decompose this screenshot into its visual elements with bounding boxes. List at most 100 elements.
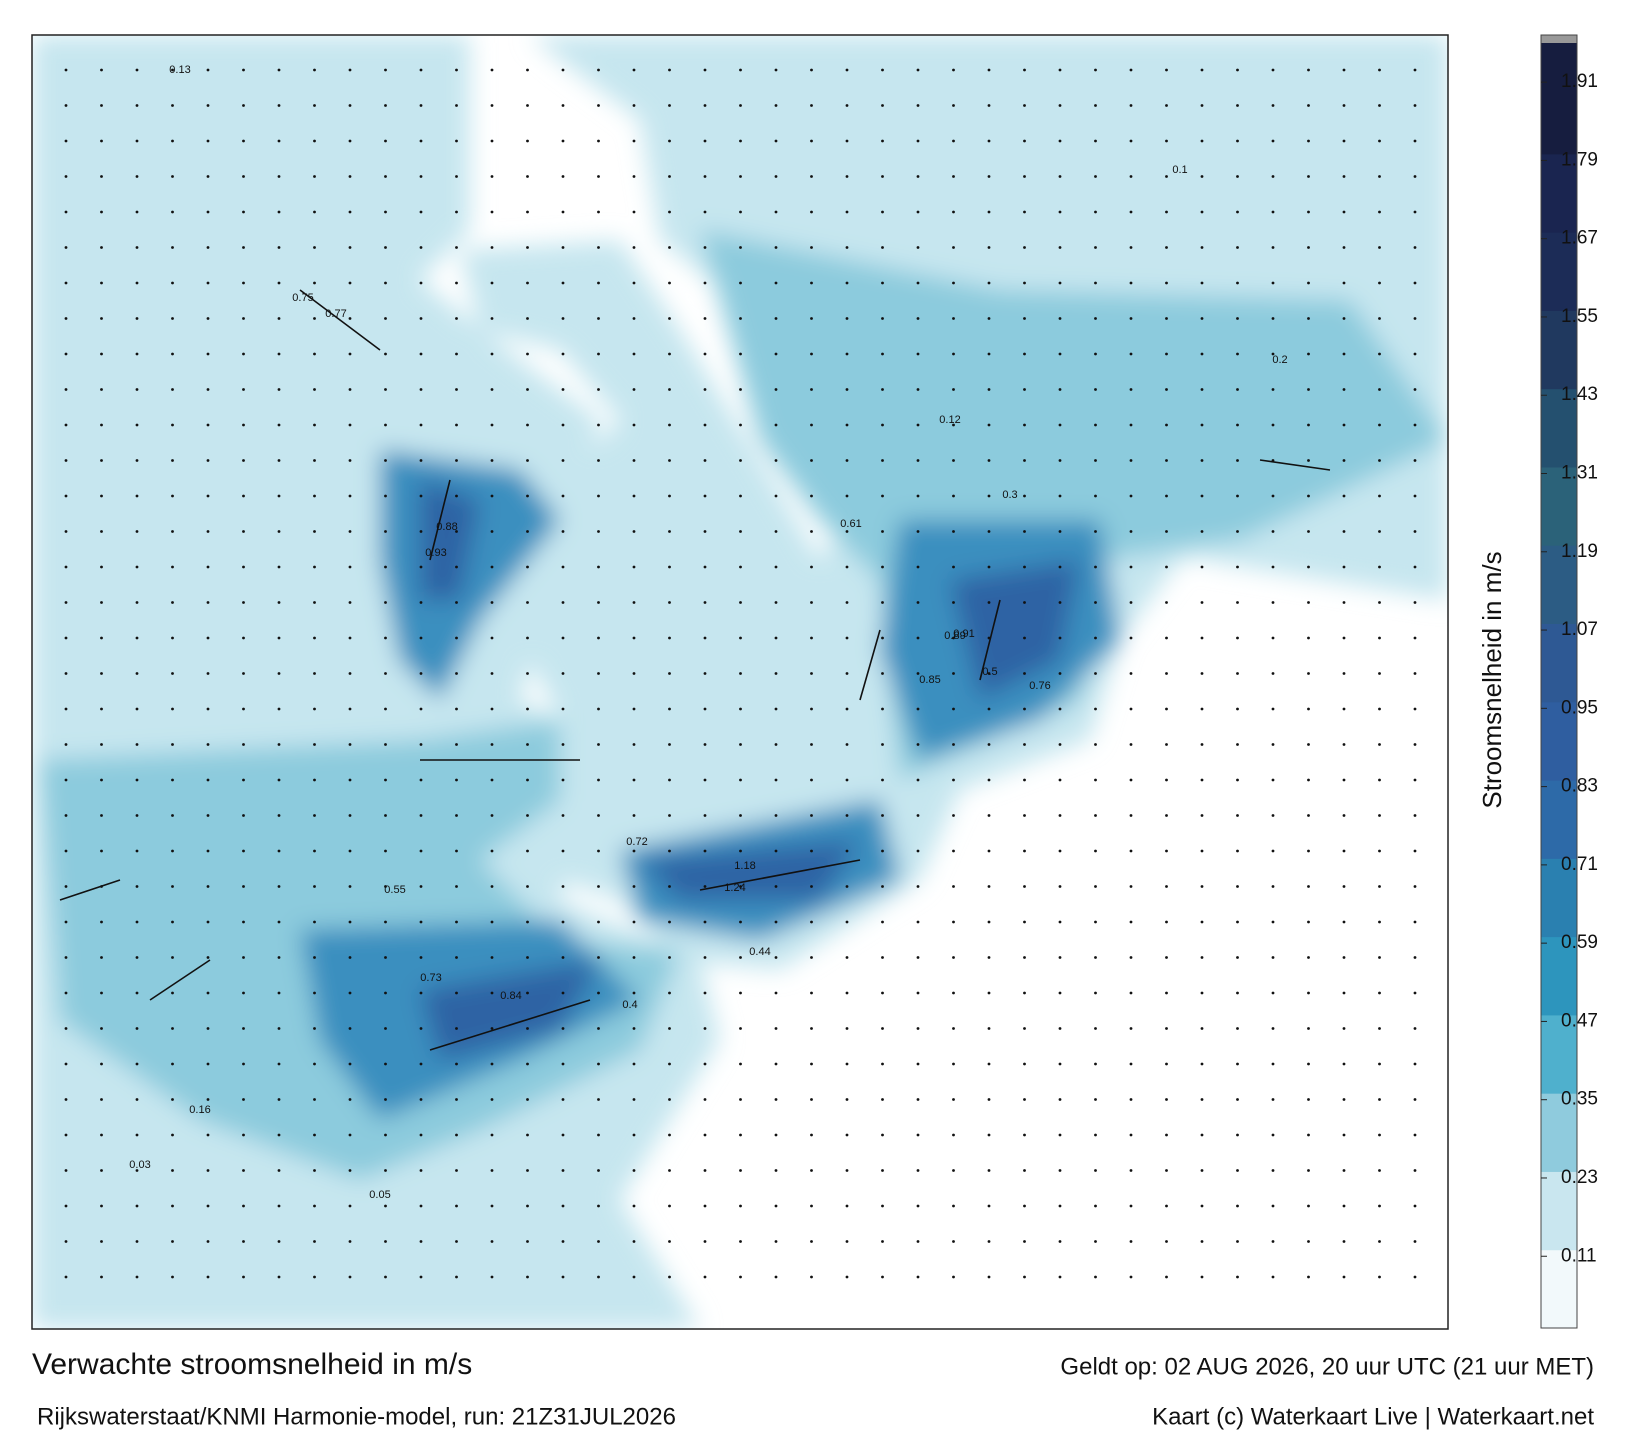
grid-dot [1342, 814, 1346, 817]
grid-dot [1378, 849, 1381, 853]
grid-dot [206, 920, 210, 924]
grid-dot [348, 530, 352, 533]
grid-dot [1378, 707, 1381, 711]
grid-dot [100, 1098, 103, 1101]
grid-dot [1200, 1240, 1204, 1243]
colorbar-band [1541, 1171, 1577, 1251]
grid-dot [490, 920, 494, 924]
grid-dot [1307, 68, 1310, 72]
grid-dot [419, 459, 423, 462]
grid-dot [739, 1027, 742, 1030]
grid-dot [100, 920, 103, 924]
grid-dot [171, 459, 174, 462]
colorbar-band [1541, 232, 1577, 311]
current-label: 0.91 [953, 628, 974, 640]
grid-dot [597, 743, 600, 746]
grid-dot [1378, 991, 1381, 995]
grid-dot [810, 494, 813, 498]
grid-dot [739, 317, 742, 320]
grid-dot [1378, 814, 1381, 817]
grid-dot [561, 1240, 565, 1243]
grid-dot [810, 1133, 813, 1137]
grid-dot [313, 317, 316, 320]
grid-dot [739, 494, 742, 498]
grid-dot [987, 601, 991, 604]
grid-dot [1094, 849, 1097, 853]
grid-dot [1307, 601, 1310, 604]
grid-dot [348, 636, 352, 640]
grid-dot [881, 849, 884, 853]
grid-dot [1307, 743, 1310, 746]
grid-dot [1378, 68, 1381, 72]
grid-dot [632, 210, 636, 214]
grid-dot [64, 459, 68, 462]
grid-dot [1023, 139, 1026, 143]
grid-dot [1271, 849, 1275, 853]
grid-dot [1307, 1204, 1310, 1208]
grid-dot [1058, 139, 1062, 143]
grid-dot [1200, 707, 1204, 711]
grid-dot [1342, 423, 1346, 427]
grid-dot [1129, 956, 1133, 959]
grid-dot [881, 956, 884, 959]
grid-dot [1307, 1062, 1310, 1066]
grid-dot [1129, 636, 1133, 640]
grid-dot [1378, 601, 1381, 604]
grid-dot [703, 956, 707, 959]
grid-dot [1342, 459, 1346, 462]
grid-dot [1200, 1133, 1204, 1137]
grid-dot [1200, 814, 1204, 817]
grid-dot [1058, 494, 1062, 498]
grid-dot [384, 1062, 387, 1066]
grid-dot [206, 104, 210, 107]
grid-dot [277, 636, 281, 640]
grid-dot [703, 210, 707, 214]
grid-dot [1129, 352, 1133, 356]
grid-dot [455, 920, 458, 924]
grid-dot [668, 68, 671, 72]
grid-dot [845, 175, 849, 178]
grid-dot [668, 423, 671, 427]
colorbar-tick-label: 1.31 [1561, 463, 1598, 484]
grid-dot [1271, 1169, 1275, 1172]
grid-dot [987, 1027, 991, 1030]
grid-dot [313, 139, 316, 143]
grid-dot [526, 352, 529, 356]
grid-dot [774, 175, 778, 178]
grid-dot [455, 1240, 458, 1243]
grid-dot [1413, 1204, 1417, 1208]
grid-dot [774, 920, 778, 924]
grid-dot [1271, 814, 1275, 817]
grid-dot [1023, 849, 1026, 853]
grid-dot [561, 956, 565, 959]
grid-dot [810, 423, 813, 427]
colorbar-frame [1540, 34, 1578, 1329]
grid-dot [1342, 494, 1346, 498]
grid-dot [348, 814, 352, 817]
grid-dot [526, 139, 529, 143]
grid-dot [952, 423, 955, 427]
grid-dot [64, 352, 68, 356]
grid-dot [100, 849, 103, 853]
grid-dot [1342, 281, 1346, 285]
grid-dot [1236, 175, 1239, 178]
grid-dot [597, 1275, 600, 1279]
grid-dot [561, 1169, 565, 1172]
grid-dot [845, 956, 849, 959]
grid-dot [348, 139, 352, 143]
grid-dot [348, 956, 352, 959]
current-label: 0.44 [749, 946, 770, 958]
grid-dot [277, 601, 281, 604]
grid-dot [135, 1240, 139, 1243]
grid-dot [668, 1169, 671, 1172]
grid-dot [490, 672, 494, 675]
grid-dot [1023, 1062, 1026, 1066]
grid-dot [206, 1098, 210, 1101]
grid-dot [1129, 1133, 1133, 1137]
grid-dot [64, 1275, 68, 1279]
grid-dot [881, 1027, 884, 1030]
grid-dot [1094, 956, 1097, 959]
current-label: 0.61 [840, 518, 861, 530]
grid-dot [1236, 814, 1239, 817]
grid-dot [916, 68, 920, 72]
